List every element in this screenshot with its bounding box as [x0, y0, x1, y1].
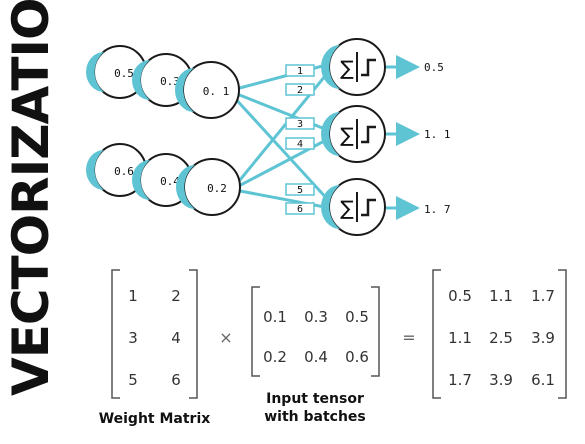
edge-label-4: 4 [297, 139, 303, 150]
weight-matrix-caption: Weight Matrix [92, 410, 217, 428]
matrix-cell: 0.5 [448, 287, 472, 305]
weight-value: 0. 1 [203, 85, 230, 98]
input-tensor-matrix: 0.1 0.3 0.5 0.2 0.4 0.6 [251, 286, 380, 377]
edge-label-6: 6 [297, 204, 303, 215]
input-tensor-caption-line1: Input tensor [266, 391, 364, 407]
edge-label-5: 5 [297, 185, 303, 196]
left-bracket [432, 269, 441, 399]
matrix-cell: 3.9 [489, 371, 513, 389]
right-bracket [558, 269, 567, 399]
matrix-cell: 0.2 [263, 348, 287, 366]
weight-value: 0.4 [160, 175, 180, 188]
weight-value: 0.2 [207, 182, 227, 195]
edge-6 [234, 188, 331, 210]
weight-matrix: 1 2 3 4 5 6 [111, 269, 198, 399]
matrix-cell: 2.5 [489, 329, 513, 347]
neuron-1: ∑ 0.5 [321, 38, 444, 96]
edge-4 [233, 69, 332, 187]
sum-step-activation-icon: ∑ [340, 119, 376, 149]
edge-label-group: 1 2 3 4 5 6 [285, 64, 315, 215]
matrix-cell: 2 [171, 287, 181, 305]
input-tensor-caption: Input tensor with batches [255, 390, 375, 426]
edge-label-2: 2 [297, 85, 303, 96]
equals-operator: = [402, 328, 415, 347]
result-matrix: 0.5 1.1 1.7 1.1 2.5 3.9 1.7 3.9 6.1 [432, 269, 567, 399]
neuron-2: ∑ 1. 1 [321, 105, 451, 163]
matrix-cell: 1.7 [448, 371, 472, 389]
input-tensor-caption-line2: with batches [264, 409, 366, 425]
output-value: 1. 1 [424, 128, 451, 141]
output-value: 0.5 [424, 61, 444, 74]
weight-node: 0.2 [176, 158, 241, 216]
matrix-cell: 0.4 [304, 348, 328, 366]
weight-value: 0.3 [160, 75, 180, 88]
weight-node: 0. 1 [175, 61, 240, 119]
right-bracket [371, 286, 380, 377]
edge-5 [234, 136, 331, 190]
right-bracket [189, 269, 198, 399]
left-bracket [111, 269, 120, 399]
weight-value: 0.6 [114, 165, 134, 178]
matrix-cell: 6 [171, 371, 181, 389]
edge-label-1: 1 [297, 66, 303, 77]
output-value: 1. 7 [424, 203, 451, 216]
sum-step-activation-icon: ∑ [340, 192, 376, 222]
connection-edges [230, 62, 332, 210]
svg-text:∑: ∑ [340, 196, 354, 220]
matrix-cell: 3.9 [531, 329, 555, 347]
left-bracket [251, 286, 260, 377]
matrix-cell: 4 [171, 329, 181, 347]
neuron-3: ∑ 1. 7 [321, 178, 451, 236]
svg-text:∑: ∑ [340, 123, 354, 147]
sum-step-activation-icon: ∑ [340, 52, 376, 82]
weight-value: 0.5 [114, 67, 134, 80]
matrix-cell: 0.5 [345, 308, 369, 326]
matrix-cell: 6.1 [531, 371, 555, 389]
times-operator: × [219, 328, 232, 347]
matrix-cell: 5 [128, 371, 138, 389]
weight-matrix-caption-text: Weight Matrix [98, 411, 211, 427]
matrix-cell: 0.6 [345, 348, 369, 366]
input-cluster-1: 0.5 0.3 0. 1 [86, 45, 240, 119]
matrix-cell: 1 [128, 287, 138, 305]
matrix-cell: 1.1 [489, 287, 513, 305]
matrix-cell: 1.1 [448, 329, 472, 347]
matrix-cell: 3 [128, 329, 138, 347]
matrix-cell: 0.1 [263, 308, 287, 326]
matrix-cell: 1.7 [531, 287, 555, 305]
input-cluster-2: 0.6 0.4 0.2 [86, 143, 241, 216]
matrix-cell: 0.3 [304, 308, 328, 326]
svg-text:∑: ∑ [340, 56, 354, 80]
edge-label-3: 3 [297, 119, 303, 130]
